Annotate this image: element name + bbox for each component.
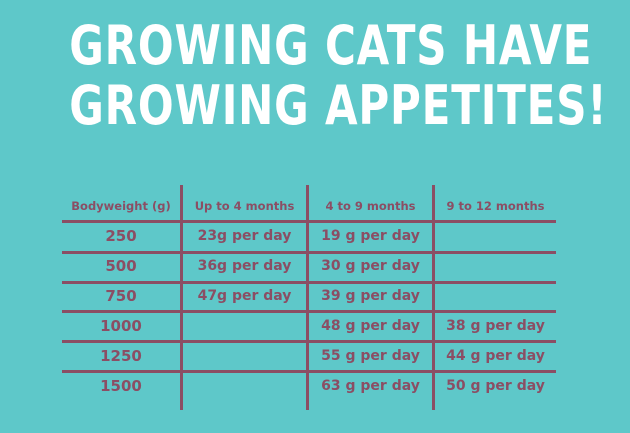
table-cell-up-to-4: 47g per day — [197, 288, 292, 304]
header-4-to-9-months: 4 to 9 months — [325, 199, 416, 213]
row-divider — [62, 281, 556, 284]
table-cell-4-to-9: 19 g per day — [321, 228, 420, 244]
row-divider — [62, 310, 556, 313]
table-cell-9-to-12: 44 g per day — [446, 348, 545, 364]
table-cell-up-to-4: 23g per day — [197, 228, 292, 244]
row-divider — [62, 251, 556, 254]
title-line-2: GROWING APPETITES! — [69, 74, 608, 137]
table-cell-4-to-9: 55 g per day — [321, 348, 420, 364]
table-cell-bodyweight: 500 — [105, 257, 137, 275]
header-up-to-4-months: Up to 4 months — [194, 199, 295, 213]
table-cell-bodyweight: 1500 — [100, 377, 142, 395]
table-cell-bodyweight: 250 — [105, 227, 137, 245]
header-9-to-12-months: 9 to 12 months — [446, 199, 545, 213]
table-cell-up-to-4: 36g per day — [197, 258, 292, 274]
table-cell-bodyweight: 1250 — [100, 347, 142, 365]
row-divider — [62, 220, 556, 223]
table-cell-bodyweight: 1000 — [100, 317, 142, 335]
table-cell-4-to-9: 39 g per day — [321, 288, 420, 304]
table-cell-9-to-12: 50 g per day — [446, 378, 545, 394]
column-divider — [180, 185, 183, 410]
row-divider — [62, 340, 556, 343]
row-divider — [62, 370, 556, 373]
header-bodyweight: Bodyweight (g) — [71, 199, 171, 213]
column-divider — [306, 185, 309, 410]
table-cell-4-to-9: 63 g per day — [321, 378, 420, 394]
table-cell-4-to-9: 48 g per day — [321, 318, 420, 334]
page-title: GROWING CATS HAVE GROWING APPETITES! — [69, 14, 608, 137]
table-cell-bodyweight: 750 — [105, 287, 137, 305]
column-divider — [432, 185, 435, 410]
table-cell-4-to-9: 30 g per day — [321, 258, 420, 274]
title-line-1: GROWING CATS HAVE — [69, 14, 593, 77]
table-cell-9-to-12: 38 g per day — [446, 318, 545, 334]
